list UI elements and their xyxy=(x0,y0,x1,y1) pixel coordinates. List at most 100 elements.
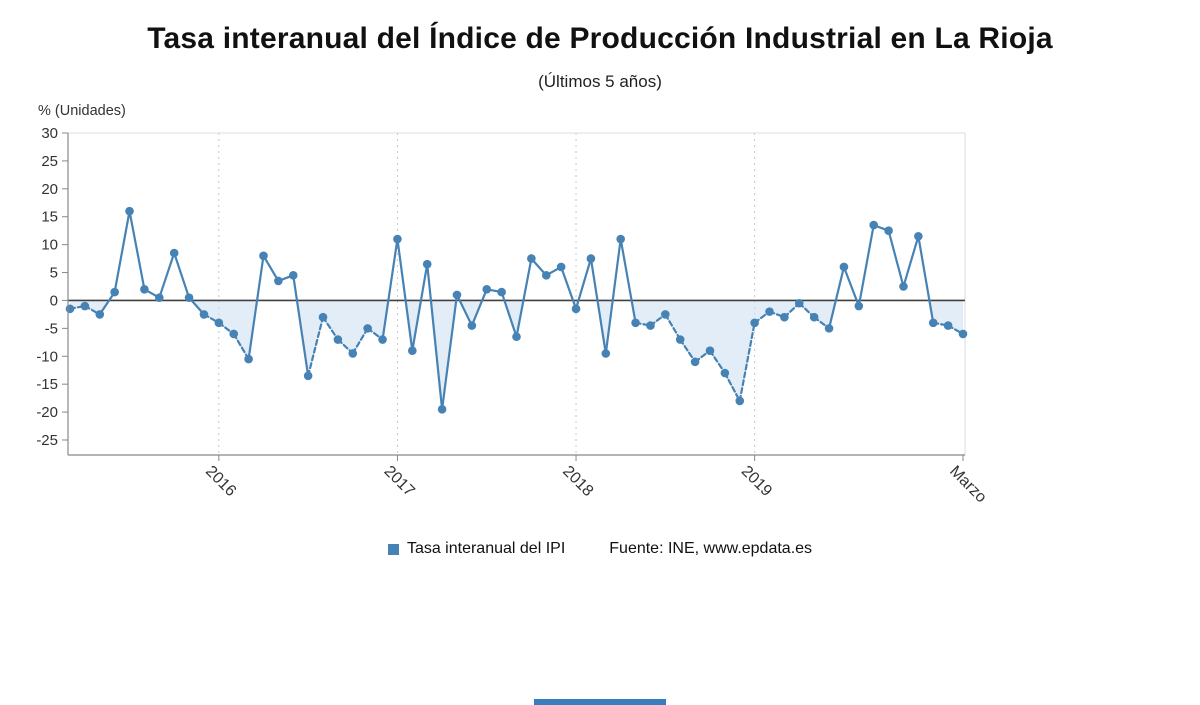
data-point xyxy=(661,310,670,319)
series-line-segment xyxy=(664,313,682,341)
series-line-segment xyxy=(321,316,339,341)
data-point xyxy=(556,262,566,272)
series-line-segment xyxy=(515,257,533,338)
series-line-segment xyxy=(470,288,488,327)
series-line-segment xyxy=(887,229,905,288)
series-line-segment xyxy=(351,327,369,355)
plot-border xyxy=(67,132,966,456)
series-line-segment xyxy=(723,371,741,403)
y-tick-label: -10 xyxy=(36,348,58,365)
series-line-segment xyxy=(262,254,280,283)
data-point xyxy=(780,312,789,322)
y-tick-label: -5 xyxy=(45,320,58,337)
data-point xyxy=(110,287,119,297)
data-point xyxy=(274,276,283,286)
legend-label: Tasa interanual del IPI xyxy=(406,540,566,557)
series-line-segment xyxy=(560,265,578,310)
data-point xyxy=(140,284,149,294)
legend-row: Tasa interanual del IPI Fuente: INE, www… xyxy=(0,540,1200,558)
negative-area-fill xyxy=(70,300,963,410)
data-point xyxy=(735,396,745,406)
data-point xyxy=(184,293,194,302)
x-tick-label: 2018 xyxy=(559,463,596,500)
data-point xyxy=(512,332,521,342)
data-point xyxy=(303,371,313,381)
series-line-segment xyxy=(98,290,116,316)
data-point xyxy=(765,307,774,316)
data-point xyxy=(378,335,387,344)
data-point xyxy=(437,405,447,414)
data-point xyxy=(586,254,596,263)
series-line-segment xyxy=(917,235,935,324)
data-point xyxy=(333,335,343,344)
series-line-segment xyxy=(426,263,444,411)
data-point xyxy=(467,321,477,330)
data-point xyxy=(690,357,700,367)
data-point xyxy=(259,251,268,261)
data-point xyxy=(482,284,492,294)
epdata-logo-bar xyxy=(534,699,666,705)
data-point xyxy=(824,324,834,333)
data-point xyxy=(244,354,253,364)
series-line-segment xyxy=(842,265,860,308)
y-tick-label: 5 xyxy=(50,265,58,282)
series-line-segment xyxy=(128,210,146,291)
x-tick-label: 2019 xyxy=(738,463,775,500)
data-point xyxy=(541,271,551,280)
y-tick-label: -25 xyxy=(36,432,58,449)
series-line-segment xyxy=(247,254,265,361)
data-point xyxy=(408,346,417,355)
y-tick-label: 20 xyxy=(41,181,58,198)
data-point xyxy=(839,262,849,272)
data-point xyxy=(601,349,611,358)
chart-title: Tasa interanual del Índice de Producción… xyxy=(147,22,1053,55)
y-tick-label: 25 xyxy=(41,153,58,170)
data-point xyxy=(348,349,358,358)
series-line-segment xyxy=(500,290,518,338)
series-line-segment xyxy=(857,224,875,308)
data-point xyxy=(363,324,372,333)
series-line-segment xyxy=(604,237,622,355)
data-point xyxy=(854,301,864,311)
y-tick-label: 30 xyxy=(41,125,58,142)
series-line-segment xyxy=(902,235,920,288)
y-tick-label: 0 xyxy=(50,292,58,309)
data-point xyxy=(125,206,134,216)
data-point xyxy=(720,368,730,378)
data-point xyxy=(943,321,953,330)
series-line-segment xyxy=(827,265,846,330)
data-point xyxy=(80,301,90,311)
data-point xyxy=(869,220,878,230)
series-line-segment xyxy=(411,263,429,352)
data-point xyxy=(631,318,640,328)
data-point xyxy=(750,318,759,328)
data-point xyxy=(705,346,715,355)
series-line-segment xyxy=(381,237,399,341)
data-point xyxy=(928,318,938,328)
series-line-segment xyxy=(440,293,459,411)
data-point xyxy=(393,234,402,244)
series-line-segment xyxy=(708,349,726,375)
x-tick-label: Marzo xyxy=(946,463,990,507)
data-point xyxy=(675,335,685,344)
data-point xyxy=(914,231,923,241)
data-point xyxy=(571,304,581,314)
series-line-segment xyxy=(738,321,756,403)
data-point xyxy=(288,271,298,280)
y-tick-label: 10 xyxy=(41,237,58,254)
x-tick-label: 2016 xyxy=(202,463,239,500)
data-point xyxy=(884,226,893,235)
data-point xyxy=(95,310,105,319)
data-point xyxy=(318,312,328,322)
data-point xyxy=(169,248,179,258)
data-point xyxy=(646,321,655,330)
data-point xyxy=(958,329,968,339)
series-line-segment xyxy=(158,251,176,299)
y-tick-label: -20 xyxy=(36,404,58,421)
data-point xyxy=(527,254,536,263)
data-point xyxy=(794,298,804,308)
data-point xyxy=(497,287,506,297)
series-line-segment xyxy=(589,257,607,355)
series-line-segment xyxy=(455,293,473,327)
data-point xyxy=(422,259,432,269)
